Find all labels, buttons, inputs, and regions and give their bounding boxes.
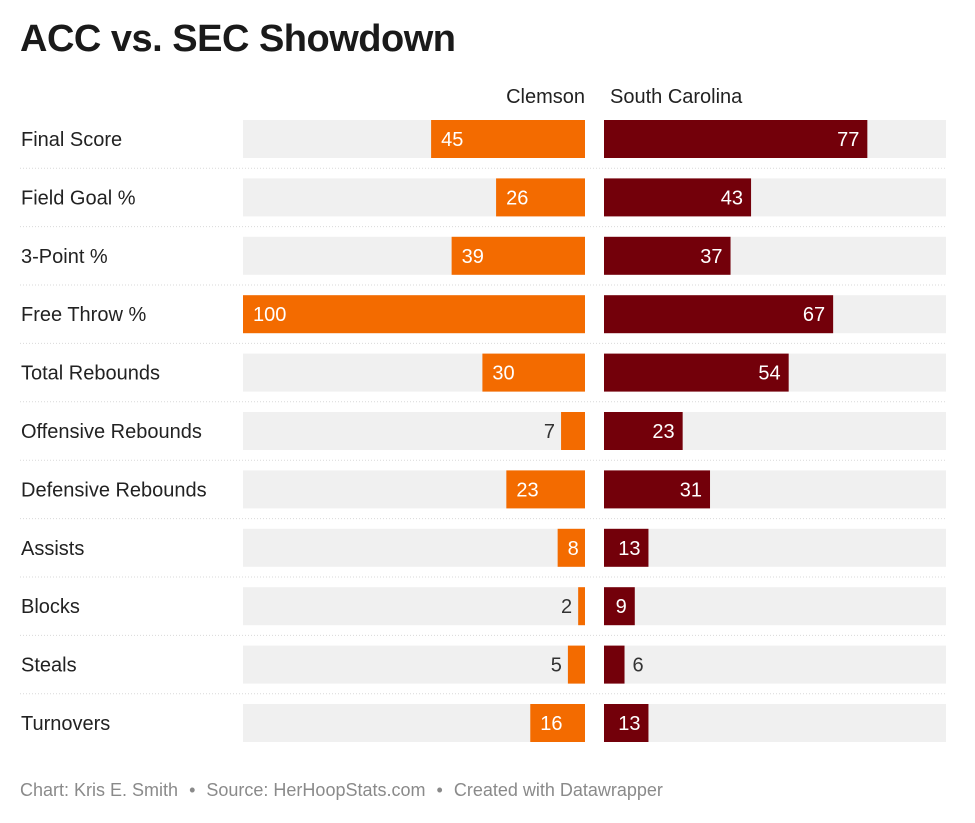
value-label-clemson-steals: 5 [551,655,562,677]
category-label-defensive-rebounds: Defensive Rebounds [21,479,207,501]
track-clemson-blocks [243,587,585,626]
category-label-assists: Assists [21,538,84,560]
bar-clemson-blocks [578,587,585,626]
footer-separator: • [436,780,443,800]
bar-south-carolina-3-point-pct [604,236,731,275]
track-south-carolina-turnovers [604,704,946,742]
category-label-offensive-rebounds: Offensive Rebounds [21,421,202,443]
legend-clemson: Clemson [506,86,585,108]
bar-south-carolina-blocks [604,587,635,626]
value-label-clemson-free-throw-pct: 100 [253,304,286,326]
value-label-south-carolina-3-point-pct: 37 [700,246,722,268]
value-label-clemson-defensive-rebounds: 23 [516,479,538,501]
track-clemson-assists [243,528,585,567]
bar-south-carolina-steals [604,645,625,684]
value-label-south-carolina-offensive-rebounds: 23 [652,421,674,443]
bar-south-carolina-field-goal-pct [604,178,752,217]
bar-south-carolina-total-rebounds [604,353,789,392]
bar-clemson-assists [557,528,585,567]
bar-clemson-steals [567,645,585,684]
value-label-clemson-3-point-pct: 39 [462,246,484,268]
category-label-final-score: Final Score [21,129,122,151]
legend-south-carolina: South Carolina [610,86,743,108]
track-clemson-offensive-rebounds [243,412,585,450]
bar-south-carolina-assists [604,528,649,567]
value-label-clemson-turnovers: 16 [540,713,562,735]
value-label-clemson-total-rebounds: 30 [492,363,514,385]
category-label-total-rebounds: Total Rebounds [21,363,160,385]
category-label-steals: Steals [21,655,77,677]
value-label-south-carolina-final-score: 77 [837,129,859,151]
footer-source: Source: HerHoopStats.com [206,780,426,800]
footer-author: Chart: Kris E. Smith [20,780,179,800]
bar-south-carolina-final-score [604,120,868,158]
value-label-clemson-field-goal-pct: 26 [506,187,528,209]
category-label-free-throw-pct: Free Throw % [21,304,146,326]
footer-separator: • [189,780,196,800]
footer-created: Created with Datawrapper [453,780,663,800]
chart-title: ACC vs. SEC Showdown [20,18,456,60]
track-south-carolina-steals [604,645,946,684]
value-label-south-carolina-defensive-rebounds: 31 [680,479,702,501]
value-label-south-carolina-total-rebounds: 54 [758,363,780,385]
bar-clemson-defensive-rebounds [506,470,585,509]
track-clemson-turnovers [243,704,585,742]
track-south-carolina-blocks [604,587,946,626]
bar-south-carolina-free-throw-pct [604,295,834,334]
bar-clemson-3-point-pct [451,236,585,275]
value-label-clemson-offensive-rebounds: 7 [544,421,555,443]
value-label-south-carolina-free-throw-pct: 67 [803,304,825,326]
value-label-south-carolina-assists: 13 [618,538,640,560]
bar-clemson-final-score [431,120,585,158]
bar-clemson-field-goal-pct [496,178,585,217]
value-label-south-carolina-turnovers: 13 [618,713,640,735]
track-south-carolina-assists [604,528,946,567]
chart-footer: Chart: Kris E. Smith • Source: HerHoopSt… [20,780,663,801]
category-label-field-goal-pct: Field Goal % [21,187,136,209]
value-label-south-carolina-blocks: 9 [616,596,627,618]
value-label-clemson-blocks: 2 [561,596,572,618]
bar-clemson-free-throw-pct [243,295,585,334]
category-label-turnovers: Turnovers [21,713,110,735]
value-label-clemson-final-score: 45 [441,129,463,151]
bar-clemson-offensive-rebounds [561,412,585,450]
track-clemson-steals [243,645,585,684]
value-label-south-carolina-field-goal-pct: 43 [721,187,743,209]
category-label-blocks: Blocks [21,596,80,618]
value-label-south-carolina-steals: 6 [633,655,644,677]
bar-clemson-total-rebounds [482,353,585,392]
value-label-clemson-assists: 8 [568,538,579,560]
bar-south-carolina-turnovers [604,704,649,742]
bar-south-carolina-defensive-rebounds [604,470,711,509]
bar-south-carolina-offensive-rebounds [604,412,683,450]
category-label-3-point-pct: 3-Point % [21,246,108,268]
bar-clemson-turnovers [530,704,585,742]
